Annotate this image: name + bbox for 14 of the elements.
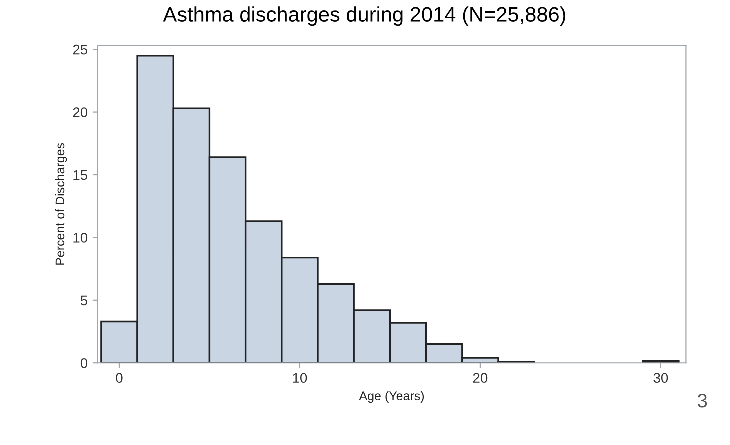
y-axis-title: Percent of Discharges bbox=[55, 143, 68, 265]
y-tick-label: 5 bbox=[80, 296, 88, 306]
x-tick-label: 20 bbox=[473, 373, 488, 384]
chart-title: Asthma discharges during 2014 (N=25,886) bbox=[163, 6, 566, 26]
y-tick-label: 15 bbox=[74, 170, 88, 180]
x-tick-label: 0 bbox=[116, 373, 123, 384]
x-tick-label: 10 bbox=[293, 373, 308, 384]
y-tick-label: 25 bbox=[73, 44, 88, 55]
y-tick-label: 10 bbox=[74, 233, 88, 243]
x-tick-label: 30 bbox=[654, 373, 668, 384]
x-axis-title: Age (Years) bbox=[359, 391, 424, 403]
text: 3 bbox=[698, 394, 708, 408]
y-tick-label: 20 bbox=[73, 108, 88, 118]
y-tick-label: 0 bbox=[80, 358, 88, 368]
